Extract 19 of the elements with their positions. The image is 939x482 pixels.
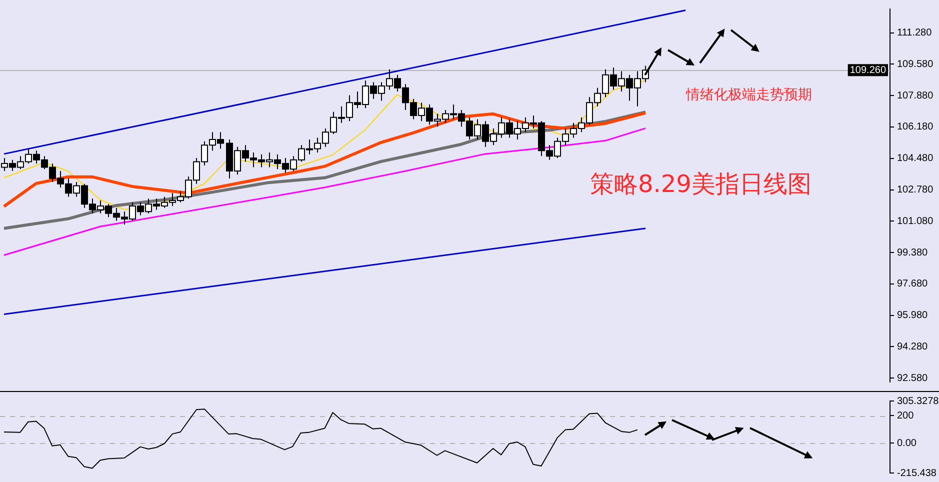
y-tick-label: 107.880	[897, 90, 934, 102]
y-tick-label: 95.980	[897, 310, 928, 322]
y-tick-label: 200	[897, 410, 914, 422]
y-tick-label: 94.280	[897, 341, 928, 352]
annotation: 情绪化极端走势预期	[686, 87, 812, 103]
y-tick-label: 106.180	[897, 122, 934, 133]
y-tick-label: 0.00	[897, 438, 917, 449]
annotation: 策略8.29美指日线图	[590, 170, 812, 198]
y-tick-label: 99.380	[897, 247, 928, 258]
y-tick-label: 97.680	[897, 278, 928, 290]
y-tick-label: 109.580	[897, 58, 934, 70]
y-tick-label: 305.3278	[897, 396, 939, 407]
y-tick-label: 92.580	[897, 372, 928, 384]
y-tick-label: 101.080	[897, 216, 934, 227]
y-tick-label: 111.280	[897, 28, 932, 39]
y-tick-label: 102.780	[897, 184, 934, 196]
ref-line-label: 109.260	[850, 64, 886, 76]
y-tick-label: -215.438	[897, 468, 937, 479]
y-tick-label: 104.480	[897, 153, 934, 164]
